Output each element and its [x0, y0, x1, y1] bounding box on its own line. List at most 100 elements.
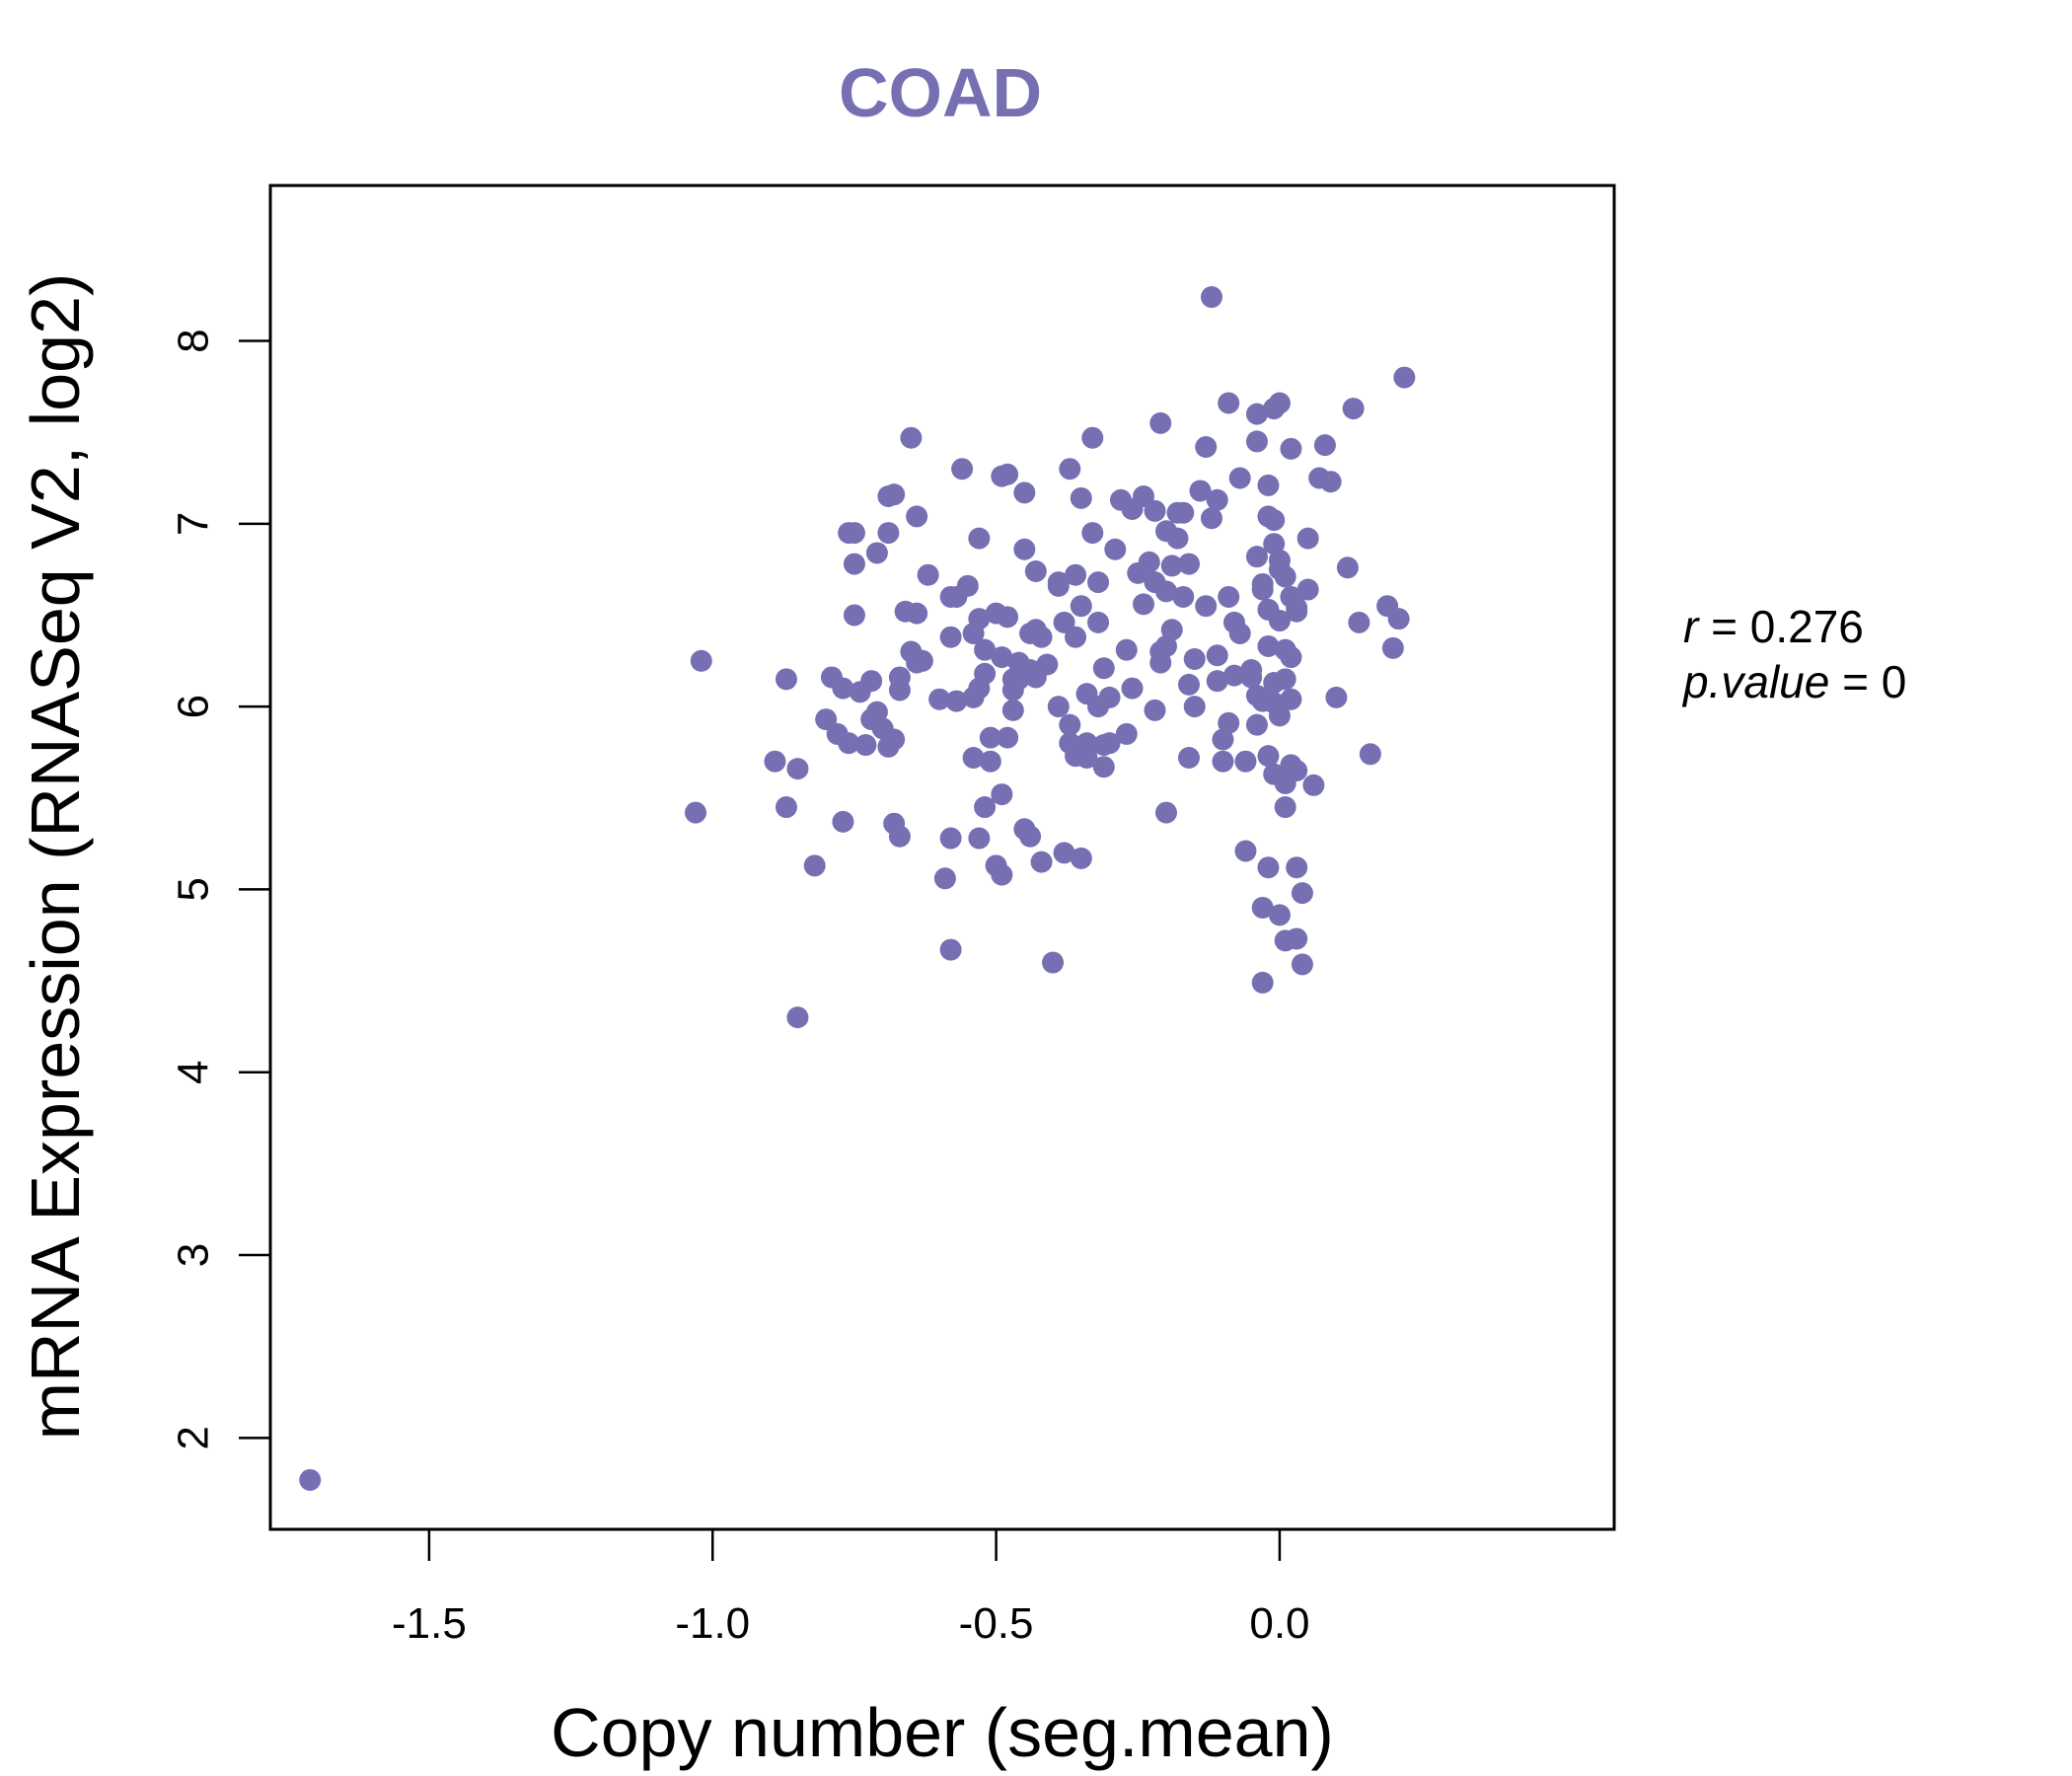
p-value: 0 [1882, 656, 1907, 707]
data-point [968, 608, 991, 630]
data-point [1336, 556, 1359, 579]
data-point [1138, 551, 1160, 573]
data-point [1280, 688, 1302, 710]
data-point [911, 649, 933, 672]
data-point [956, 574, 979, 597]
data-point [786, 1006, 809, 1029]
data-point [1001, 699, 1024, 721]
data-point [906, 505, 928, 528]
data-point [1286, 759, 1308, 781]
data-point [939, 938, 962, 961]
data-point [860, 670, 883, 693]
data-point [1218, 392, 1240, 414]
data-point [1268, 904, 1291, 926]
data-point [1160, 619, 1183, 641]
p-label: p.value [1681, 656, 1829, 707]
data-point [1268, 704, 1291, 727]
data-point [1053, 842, 1075, 864]
x-axis: -1.5 -1.0 -0.5 0.0 [392, 1527, 1310, 1648]
data-point [1257, 474, 1280, 496]
data-point [1245, 546, 1268, 568]
data-point [843, 553, 865, 575]
data-point [1087, 571, 1110, 594]
data-point [888, 679, 911, 702]
y-tick-label: 3 [170, 1243, 218, 1267]
x-tick-label: -1.5 [392, 1599, 467, 1648]
y-tick-label: 4 [170, 1060, 218, 1083]
data-point [997, 463, 1019, 485]
data-point [991, 863, 1013, 886]
data-point [1030, 851, 1053, 873]
data-point [1251, 896, 1274, 919]
data-point [900, 426, 923, 449]
data-point [1075, 732, 1098, 755]
data-point [775, 796, 797, 819]
data-point [933, 867, 956, 890]
y-tick-label: 5 [170, 877, 218, 901]
data-point [832, 677, 854, 700]
data-point [1200, 507, 1222, 530]
data-point [1348, 611, 1370, 633]
data-point [1070, 847, 1092, 869]
data-point [1257, 634, 1280, 657]
data-point [1047, 696, 1070, 718]
data-point [1104, 538, 1127, 560]
r-label: r [1683, 601, 1700, 652]
data-point [1115, 638, 1138, 661]
data-point [1081, 426, 1104, 449]
data-point [1053, 611, 1075, 633]
y-tick-label: 7 [170, 512, 218, 536]
data-point [1172, 501, 1195, 524]
r-value: 0.276 [1750, 601, 1864, 652]
data-point [1257, 745, 1280, 768]
data-point [951, 458, 974, 481]
data-point [1296, 578, 1319, 601]
data-point [1291, 953, 1313, 976]
data-point [1092, 657, 1115, 680]
data-point [1092, 756, 1115, 778]
data-point [979, 750, 1001, 773]
data-point [1302, 774, 1325, 796]
data-points [299, 286, 1416, 1491]
data-point [1263, 533, 1286, 555]
data-point [997, 606, 1019, 629]
data-point [1155, 580, 1177, 603]
data-point [1133, 593, 1155, 616]
data-point [1381, 636, 1404, 659]
data-point [1228, 623, 1251, 644]
data-point [1325, 686, 1348, 708]
data-point [1081, 522, 1104, 545]
data-point [883, 483, 906, 506]
data-point [1070, 595, 1092, 618]
data-point [1206, 644, 1228, 667]
data-point [1177, 553, 1200, 575]
p-equals: = [1829, 656, 1881, 707]
data-point [1251, 578, 1274, 601]
data-point [1183, 647, 1206, 670]
data-point [1240, 666, 1263, 689]
data-point [1268, 392, 1291, 414]
data-point [1065, 626, 1087, 648]
data-point [1274, 565, 1296, 588]
data-point [1206, 670, 1228, 693]
data-point [1218, 585, 1240, 608]
data-point [1234, 750, 1257, 773]
data-point [1291, 882, 1313, 905]
data-point [1263, 509, 1286, 532]
data-point [1059, 458, 1081, 481]
data-point [1212, 750, 1234, 773]
data-point [1319, 471, 1342, 493]
r-equals: = [1698, 601, 1749, 652]
data-point [928, 688, 951, 710]
correlation-stat: r = 0.276 [1683, 601, 1864, 652]
y-axis-label: mRNA Expression (RNASeq V2, log2) [17, 273, 94, 1441]
data-point [888, 825, 911, 848]
data-point [1144, 699, 1166, 721]
data-point [939, 827, 962, 850]
data-point [1166, 527, 1189, 550]
data-point [1070, 486, 1092, 509]
data-point [1245, 713, 1268, 736]
data-point [939, 626, 962, 648]
y-tick-label: 6 [170, 695, 218, 718]
x-axis-label: Copy number (seg.mean) [551, 1694, 1334, 1771]
